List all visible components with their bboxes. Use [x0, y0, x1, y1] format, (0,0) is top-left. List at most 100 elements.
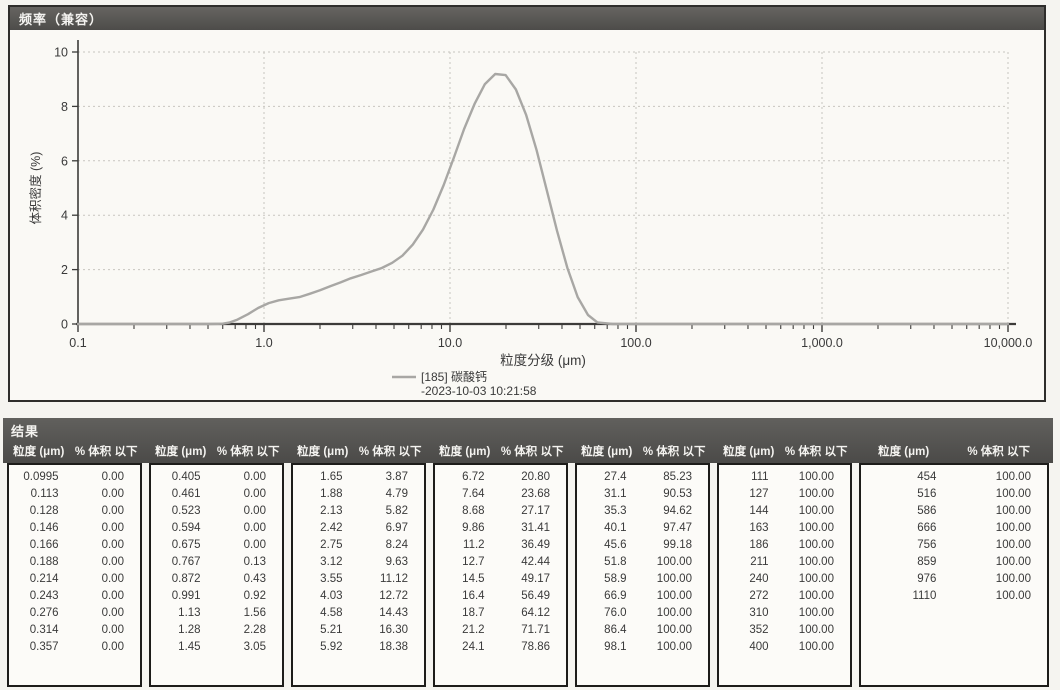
table-row: 5.21 16.30 — [293, 622, 424, 639]
table-row: 2.42 6.97 — [293, 520, 424, 537]
table-row: 11.2 36.49 — [435, 537, 566, 554]
size-cell: 454 — [917, 471, 937, 483]
size-cell: 352 — [749, 624, 769, 636]
results-column-group: 27.4 85.23 31.1 90.53 35.3 94.62 40.1 97.47 45.6… — [575, 463, 710, 687]
table-row: 0.276 0.00 — [9, 605, 140, 622]
pct-cell: 100.00 — [656, 641, 692, 653]
table-row: 8.68 27.17 — [435, 503, 566, 520]
size-column-header: 粒度 (μm) — [13, 446, 65, 458]
size-cell: 0.188 — [29, 556, 59, 568]
pct-cell: 16.30 — [379, 624, 408, 636]
pct-cell: 0.00 — [243, 522, 266, 534]
pct-cell: 100.00 — [798, 505, 834, 517]
pct-cell: 49.17 — [521, 573, 550, 585]
x-tick-label: 0.1 — [69, 336, 86, 350]
table-row: 3.55 11.12 — [293, 571, 424, 588]
results-panel: 结果 粒度 (μm)% 体积 以下 粒度 (μm)% 体积 以下 粒度 (μm)% … — [3, 418, 1053, 687]
results-titlebar: 结果 粒度 (μm)% 体积 以下 粒度 (μm)% 体积 以下 粒度 (μm)% … — [3, 418, 1053, 463]
table-row: 454 100.00 — [861, 469, 1047, 486]
table-row: 35.3 94.62 — [577, 503, 708, 520]
pct-cell: 0.00 — [243, 488, 266, 500]
table-row: 2.75 8.24 — [293, 537, 424, 554]
size-column-header: 粒度 (μm) — [723, 446, 775, 458]
size-cell: 516 — [917, 488, 937, 500]
frequency-chart-area: 0 2 4 6 8 10 0.1 1.0 10.0 100.0 1,000.0 10,000.0 粒度分… — [10, 30, 1044, 400]
size-cell: 859 — [917, 556, 937, 568]
x-tick-label: 10,000.0 — [984, 336, 1033, 350]
size-cell: 0.214 — [29, 573, 59, 585]
size-cell: 0.166 — [29, 539, 59, 551]
table-row: 9.86 31.41 — [435, 520, 566, 537]
table-row: 1.45 3.05 — [151, 639, 282, 656]
pct-cell: 0.00 — [101, 539, 124, 551]
pct-cell: 94.62 — [663, 505, 692, 517]
pct-cell: 42.44 — [521, 556, 550, 568]
table-row: 5.92 18.38 — [293, 639, 424, 656]
pct-cell: 100.00 — [656, 590, 692, 602]
table-row: 976 100.00 — [861, 571, 1047, 588]
pct-cell: 64.12 — [521, 607, 550, 619]
pct-cell: 100.00 — [656, 573, 692, 585]
size-cell: 45.6 — [604, 539, 627, 551]
table-row: 12.7 42.44 — [435, 554, 566, 571]
y-tick-label: 10 — [54, 46, 68, 60]
size-cell: 76.0 — [604, 607, 627, 619]
size-cell: 2.75 — [320, 539, 343, 551]
table-row: 14.5 49.17 — [435, 571, 566, 588]
pct-cell: 99.18 — [663, 539, 692, 551]
pct-cell: 0.13 — [243, 556, 266, 568]
pct-cell: 100.00 — [798, 556, 834, 568]
y-axis-title: 体积密度 (%) — [28, 152, 43, 225]
table-row: 27.4 85.23 — [577, 469, 708, 486]
table-row: 163 100.00 — [719, 520, 850, 537]
size-cell: 12.7 — [462, 556, 485, 568]
frequency-panel: 频率（兼容） 0 2 4 6 8 10 0.1 1.0 10.0 100.0 1,000.0 10,0… — [8, 5, 1046, 402]
pct-cell: 100.00 — [656, 556, 692, 568]
pct-cell: 11.12 — [380, 573, 408, 585]
table-row: 51.8 100.00 — [577, 554, 708, 571]
pct-cell: 100.00 — [995, 573, 1031, 585]
table-row: 127 100.00 — [719, 486, 850, 503]
table-row: 31.1 90.53 — [577, 486, 708, 503]
size-cell: 0.767 — [171, 556, 201, 568]
y-tick-label: 8 — [61, 100, 68, 114]
table-row: 2.13 5.82 — [293, 503, 424, 520]
size-cell: 4.58 — [320, 607, 343, 619]
pct-cell: 100.00 — [798, 641, 834, 653]
size-column-header: 粒度 (μm) — [297, 446, 349, 458]
pct-cell: 0.00 — [101, 488, 124, 500]
table-row: 0.872 0.43 — [151, 571, 282, 588]
size-cell: 0.523 — [171, 505, 201, 517]
table-row: 310 100.00 — [719, 605, 850, 622]
size-cell: 666 — [917, 522, 937, 534]
pct-cell: 0.00 — [101, 590, 124, 602]
table-row: 3.12 9.63 — [293, 554, 424, 571]
pct-cell: 97.47 — [663, 522, 692, 534]
pct-cell: 85.23 — [663, 471, 692, 483]
pct-cell: 0.00 — [243, 539, 266, 551]
pct-cell: 3.87 — [385, 471, 408, 483]
size-cell: 0.405 — [171, 471, 201, 483]
pct-cell: 0.00 — [101, 624, 124, 636]
size-cell: 111 — [751, 471, 769, 483]
size-cell: 40.1 — [604, 522, 627, 534]
table-row: 400 100.00 — [719, 639, 850, 656]
size-cell: 98.1 — [604, 641, 627, 653]
pct-cell: 18.38 — [379, 641, 408, 653]
size-column-header: 粒度 (μm) — [878, 446, 930, 458]
results-column-group: 1.65 3.87 1.88 4.79 2.13 5.82 2.42 6.97 2.75 8.24… — [291, 463, 426, 687]
table-row: 859 100.00 — [861, 554, 1047, 571]
pct-column-header: % 体积 以下 — [74, 446, 138, 458]
pct-cell: 100.00 — [995, 471, 1031, 483]
pct-cell: 0.00 — [101, 641, 124, 653]
pct-cell: 78.86 — [521, 641, 550, 653]
size-cell: 8.68 — [462, 505, 485, 517]
size-cell: 144 — [749, 505, 769, 517]
size-cell: 0.991 — [171, 590, 201, 602]
table-row: 186 100.00 — [719, 537, 850, 554]
pct-column-header: % 体积 以下 — [784, 446, 848, 458]
pct-cell: 5.82 — [385, 505, 408, 517]
y-tick-label: 0 — [61, 318, 68, 332]
pct-cell: 100.00 — [798, 522, 834, 534]
table-row: 352 100.00 — [719, 622, 850, 639]
